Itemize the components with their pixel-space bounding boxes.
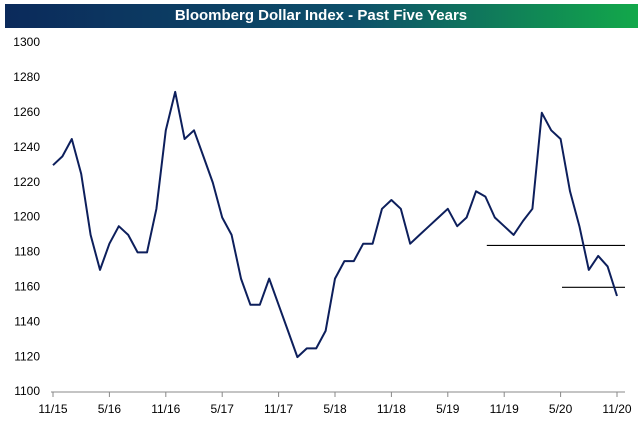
y-tick-label: 1260 [13,105,40,119]
title-bar [5,4,638,28]
x-tick-label: 11/16 [151,402,180,416]
x-tick-label: 5/17 [211,402,235,416]
y-tick-label: 1100 [14,384,40,398]
x-tick-label: 11/17 [264,402,293,416]
y-tick-label: 1140 [14,314,40,328]
x-tick-label: 5/20 [549,402,573,416]
x-tick-label: 11/19 [490,402,519,416]
x-tick-label: 11/18 [377,402,406,416]
x-tick-label: 5/18 [323,402,347,416]
x-tick-label: 11/20 [602,402,631,416]
y-tick-label: 1180 [14,245,40,259]
y-tick-label: 1220 [13,175,40,189]
y-tick-label: 1160 [14,279,40,293]
x-tick-label: 11/15 [38,402,67,416]
chart-title: Bloomberg Dollar Index - Past Five Years [175,7,467,24]
x-tick-label: 5/19 [436,402,460,416]
y-tick-label: 1240 [13,140,40,154]
y-tick-label: 1120 [14,349,40,363]
y-tick-label: 1200 [13,210,40,224]
y-tick-label: 1280 [13,70,40,84]
data-line [52,90,618,359]
x-tick-label: 5/16 [98,402,122,416]
y-tick-label: 1300 [13,35,40,49]
